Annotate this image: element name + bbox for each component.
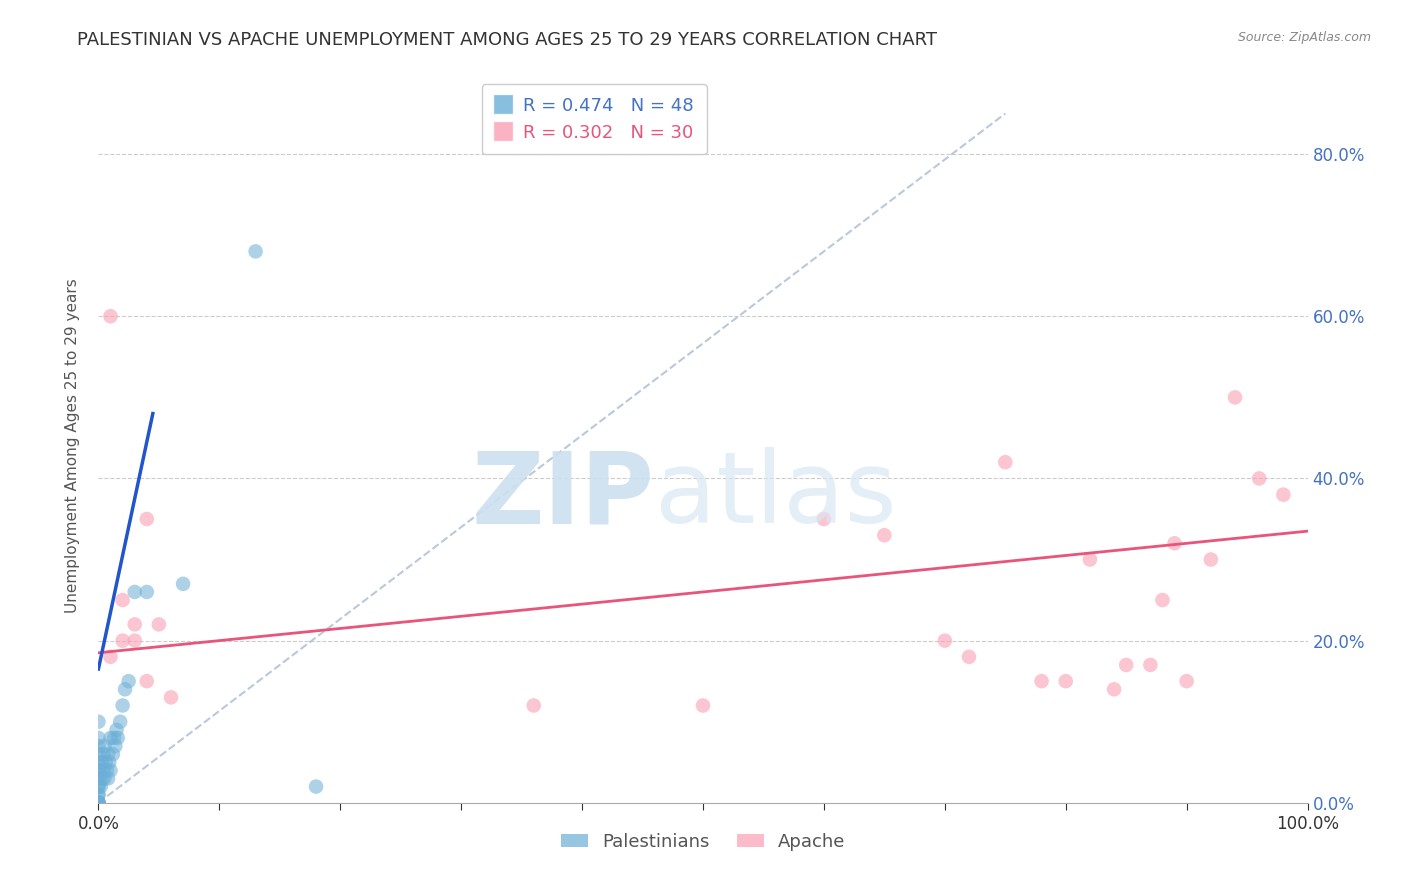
Point <box>124 585 146 599</box>
Point <box>91 772 114 786</box>
Point <box>98 756 121 770</box>
Point <box>111 698 134 713</box>
Point <box>91 756 114 770</box>
Point <box>148 617 170 632</box>
Point <box>135 585 157 599</box>
Text: PALESTINIAN VS APACHE UNEMPLOYMENT AMONG AGES 25 TO 29 YEARS CORRELATION CHART: PALESTINIAN VS APACHE UNEMPLOYMENT AMONG… <box>77 31 938 49</box>
Point <box>87 796 110 810</box>
Point <box>135 512 157 526</box>
Point <box>96 764 118 778</box>
Point <box>87 756 110 770</box>
Point <box>135 674 157 689</box>
Point <box>100 310 122 324</box>
Point <box>1175 674 1198 689</box>
Point <box>1163 536 1185 550</box>
Point <box>245 244 267 259</box>
Point <box>87 772 110 786</box>
Point <box>93 772 115 786</box>
Point <box>523 698 546 713</box>
Text: ZIP: ZIP <box>472 448 655 544</box>
Point <box>1102 682 1125 697</box>
Point <box>87 780 110 794</box>
Point <box>87 772 110 786</box>
Point <box>994 455 1017 469</box>
Point <box>124 617 146 632</box>
Point <box>91 747 114 761</box>
Point <box>1199 552 1222 566</box>
Point <box>103 731 125 745</box>
Point <box>87 788 110 802</box>
Point <box>104 739 127 753</box>
Point <box>97 772 120 786</box>
Point <box>87 764 110 778</box>
Point <box>124 633 146 648</box>
Point <box>97 747 120 761</box>
Text: atlas: atlas <box>655 448 896 544</box>
Point <box>87 788 110 802</box>
Point <box>160 690 183 705</box>
Point <box>91 764 114 778</box>
Point <box>172 577 194 591</box>
Point <box>94 756 117 770</box>
Point <box>101 747 124 761</box>
Point <box>305 780 328 794</box>
Point <box>1139 657 1161 672</box>
Point <box>1152 593 1174 607</box>
Point <box>100 731 122 745</box>
Point <box>108 714 131 729</box>
Point <box>100 649 122 664</box>
Point <box>1249 471 1271 485</box>
Point <box>118 674 141 689</box>
Point <box>1054 674 1077 689</box>
Point <box>87 780 110 794</box>
Point <box>1031 674 1053 689</box>
Point <box>87 747 110 761</box>
Point <box>692 698 714 713</box>
Point <box>107 731 129 745</box>
Point <box>1272 488 1295 502</box>
Point <box>934 633 956 648</box>
Point <box>90 780 112 794</box>
Point <box>87 796 110 810</box>
Point <box>87 739 110 753</box>
Point <box>957 649 980 664</box>
Point <box>1223 390 1246 404</box>
Point <box>1078 552 1101 566</box>
Point <box>87 796 110 810</box>
Point <box>100 764 122 778</box>
Point <box>87 796 110 810</box>
Point <box>111 633 134 648</box>
Point <box>873 528 896 542</box>
Point <box>1115 657 1137 672</box>
Point <box>87 731 110 745</box>
Point <box>111 593 134 607</box>
Text: Source: ZipAtlas.com: Source: ZipAtlas.com <box>1237 31 1371 45</box>
Point <box>87 714 110 729</box>
Point <box>87 796 110 810</box>
Point <box>105 723 128 737</box>
Legend: Palestinians, Apache: Palestinians, Apache <box>554 826 852 858</box>
Point <box>87 796 110 810</box>
Point <box>87 796 110 810</box>
Y-axis label: Unemployment Among Ages 25 to 29 years: Unemployment Among Ages 25 to 29 years <box>65 278 80 614</box>
Point <box>93 739 115 753</box>
Point <box>87 764 110 778</box>
Point <box>114 682 136 697</box>
Point <box>813 512 835 526</box>
